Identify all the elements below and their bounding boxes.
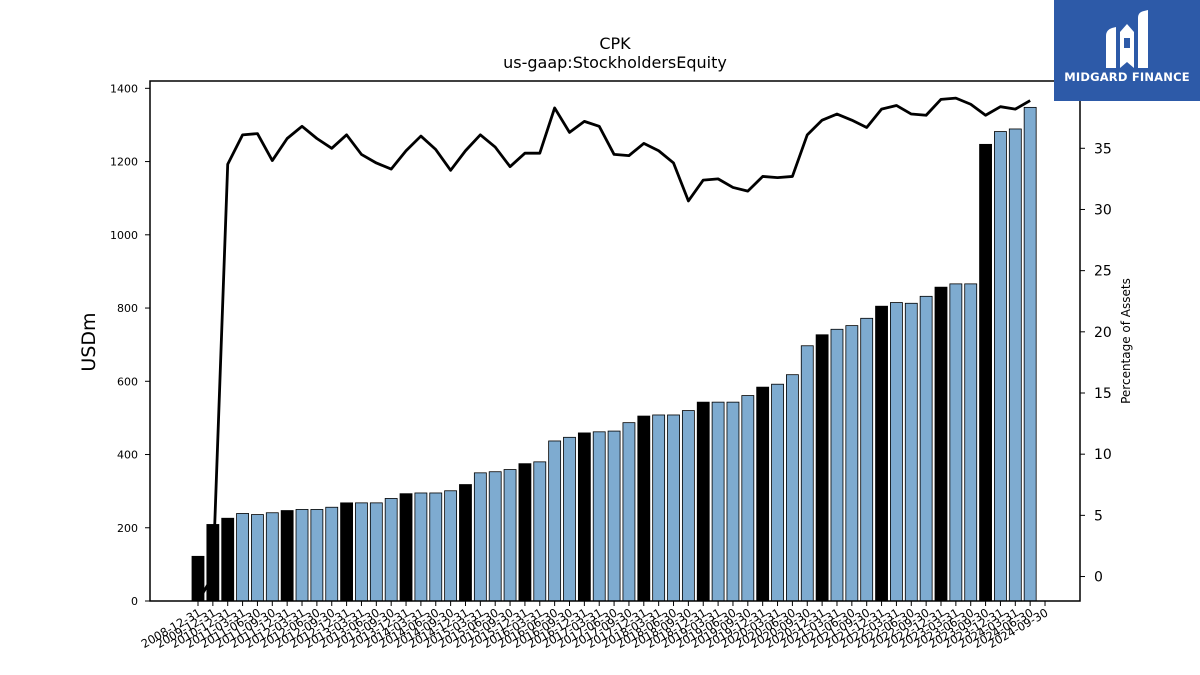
bar xyxy=(771,383,784,602)
bar xyxy=(518,463,532,602)
bar xyxy=(741,395,755,602)
bar xyxy=(295,509,309,602)
y-tick-label: 600 xyxy=(117,375,138,388)
bar xyxy=(473,472,487,602)
bar xyxy=(1008,128,1022,602)
bar-series xyxy=(191,106,1037,602)
y-tick-label: 0 xyxy=(131,595,138,608)
y2-tick-label: 10 xyxy=(1094,447,1112,463)
axes xyxy=(149,80,1081,602)
bar xyxy=(399,493,413,602)
bar xyxy=(904,302,918,602)
bar xyxy=(800,345,814,602)
bar xyxy=(845,325,859,602)
bar xyxy=(919,295,933,602)
bar xyxy=(251,514,264,602)
midgard-m-logo-icon xyxy=(1106,10,1148,68)
y2-tick-label: 20 xyxy=(1094,325,1112,341)
y-axis-ticks: 0 200 400 600 800 1000 1200 1400 xyxy=(110,82,150,608)
y-tick-label: 1200 xyxy=(110,156,138,169)
bar xyxy=(1023,106,1037,602)
percentage-line xyxy=(196,96,1031,602)
bar xyxy=(280,510,294,602)
bar xyxy=(667,414,680,602)
bar xyxy=(369,502,383,602)
x-axis-ticks: 2008-12-312009-12-312010-12-312011-03-31… xyxy=(139,601,1051,651)
bar xyxy=(696,401,710,602)
bar xyxy=(949,283,963,602)
bar xyxy=(221,517,235,602)
chart-subtitle: us-gaap:StockholdersEquity xyxy=(503,53,727,72)
bar xyxy=(711,401,725,602)
bar xyxy=(726,401,740,602)
bar xyxy=(592,431,606,602)
bar xyxy=(622,422,636,602)
chart-title: CPK xyxy=(599,34,631,53)
bar xyxy=(979,143,992,602)
y2-axis-label: Percentage of Assets xyxy=(1119,278,1133,404)
bar xyxy=(548,440,562,602)
y-tick-label: 400 xyxy=(117,449,138,462)
bar xyxy=(340,502,354,602)
bar xyxy=(414,492,428,602)
bar xyxy=(265,512,279,602)
bar xyxy=(815,334,829,602)
y2-tick-label: 15 xyxy=(1094,386,1112,402)
bar xyxy=(934,286,948,602)
y2-tick-label: 30 xyxy=(1094,202,1112,218)
bar xyxy=(444,490,458,602)
bar xyxy=(786,374,799,602)
bar xyxy=(637,415,651,602)
bar xyxy=(652,414,666,602)
bar xyxy=(503,469,517,602)
bar xyxy=(533,461,547,602)
bar xyxy=(355,502,368,602)
y2-axis-ticks: 0 5 10 15 20 25 30 35 xyxy=(1080,141,1112,586)
bar xyxy=(429,492,443,602)
y-tick-label: 200 xyxy=(117,522,138,535)
y2-tick-label: 35 xyxy=(1094,141,1112,157)
bar xyxy=(964,283,978,602)
bar xyxy=(459,484,472,602)
y2-tick-label: 0 xyxy=(1094,570,1103,586)
bar xyxy=(310,509,324,602)
bar xyxy=(607,430,621,602)
bar xyxy=(325,506,339,602)
company-name: MIDGARD FINANCE xyxy=(1064,70,1190,84)
bar xyxy=(860,317,874,602)
y-tick-label: 1400 xyxy=(110,82,138,95)
bar xyxy=(384,498,398,602)
bar xyxy=(577,432,591,602)
brand-logo-panel: MIDGARD FINANCE xyxy=(1054,0,1200,101)
bar xyxy=(830,328,844,602)
bar xyxy=(890,302,903,602)
line-series xyxy=(196,96,1031,602)
bar xyxy=(875,305,888,602)
bar xyxy=(563,436,576,602)
y-axis-label: USDm xyxy=(78,312,100,371)
bar xyxy=(681,410,695,602)
bar xyxy=(236,513,249,602)
plot-frame xyxy=(149,80,1081,602)
y-tick-label: 800 xyxy=(117,302,138,315)
bar xyxy=(994,131,1007,602)
y-tick-label: 1000 xyxy=(110,229,138,242)
bar xyxy=(756,386,770,602)
bar xyxy=(488,471,502,602)
y2-tick-label: 5 xyxy=(1094,508,1103,524)
y2-tick-label: 25 xyxy=(1094,264,1112,280)
